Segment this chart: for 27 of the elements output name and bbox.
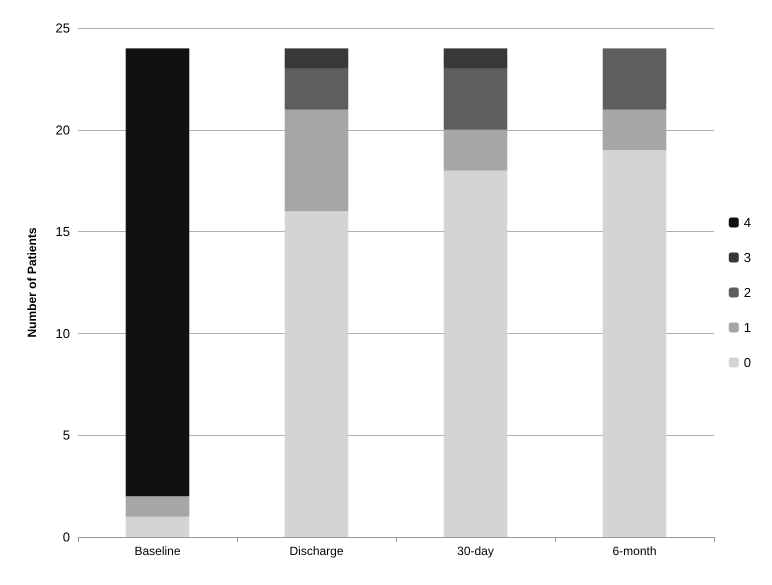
x-tick-label: 6-month	[612, 544, 657, 558]
bar	[284, 48, 348, 69]
x-tick-label: Baseline	[134, 544, 181, 558]
bar	[602, 48, 666, 110]
bar	[444, 68, 508, 130]
bar	[602, 150, 666, 537]
y-tick-label: 0	[62, 530, 70, 544]
bar	[284, 68, 348, 110]
legend-label: 0	[744, 355, 752, 370]
y-tick-label: 15	[56, 224, 70, 240]
y-axis-title: Number of Patients	[25, 227, 39, 338]
bar	[126, 516, 190, 537]
bar	[284, 211, 348, 537]
y-tick-label: 25	[56, 20, 70, 36]
bar	[126, 48, 190, 496]
bar	[444, 48, 508, 69]
legend-label: 4	[744, 215, 752, 230]
bar	[126, 496, 190, 517]
y-tick-label: 20	[56, 122, 70, 138]
legend-label: 3	[744, 250, 752, 265]
y-tick-label: 10	[56, 326, 70, 341]
y-tick-label: 5	[62, 428, 70, 443]
x-tick-label: Discharge	[289, 544, 344, 558]
x-tick-label: 30-day	[457, 544, 494, 558]
legend-label: 1	[744, 320, 752, 335]
bar	[444, 170, 508, 537]
legend-label: 2	[744, 285, 752, 300]
